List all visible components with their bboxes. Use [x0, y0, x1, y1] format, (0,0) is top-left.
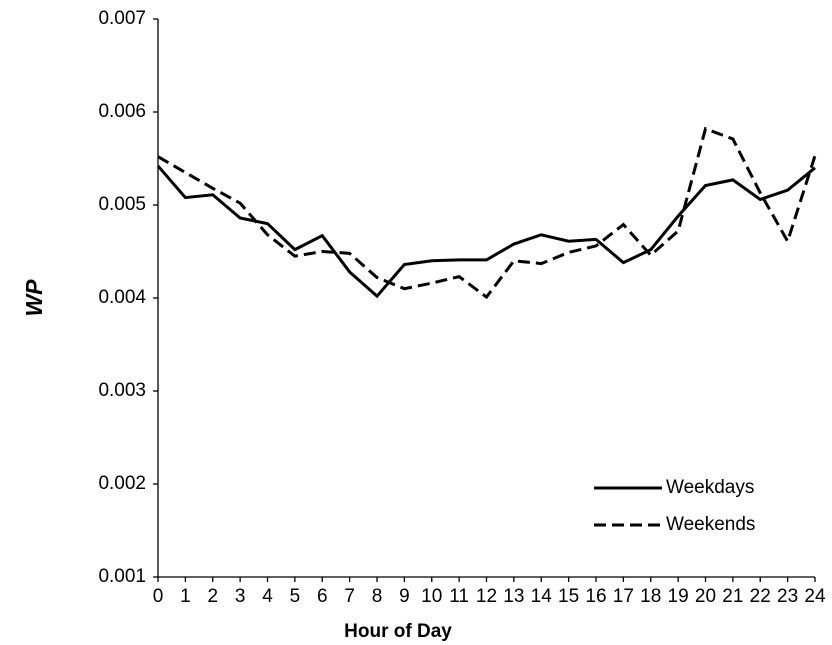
x-tick-label: 12: [476, 586, 497, 607]
y-tick-label: 0.006: [98, 101, 146, 122]
x-tick-label: 17: [613, 586, 634, 607]
x-tick-label: 19: [668, 586, 689, 607]
legend-label: Weekends: [666, 514, 755, 535]
y-axis-label: WP: [21, 279, 47, 317]
x-tick-label: 8: [372, 586, 383, 607]
x-tick-label: 3: [235, 586, 246, 607]
x-tick-label: 14: [531, 586, 553, 607]
y-tick-label: 0.007: [98, 8, 146, 29]
x-tick-label: 0: [153, 586, 164, 607]
x-tick-label: 9: [399, 586, 410, 607]
x-tick-label: 11: [449, 586, 469, 607]
y-tick-label: 0.004: [98, 287, 146, 308]
x-tick-label: 21: [722, 586, 743, 607]
x-tick-label: 15: [558, 586, 579, 607]
x-tick-label: 13: [503, 586, 524, 607]
x-tick-label: 2: [207, 586, 218, 607]
x-tick-label: 7: [344, 586, 355, 607]
legend-label: Weekdays: [666, 477, 754, 498]
series-line: [157, 126, 817, 300]
x-axis-label: Hour of Day: [344, 621, 452, 642]
x-tick-label: 1: [180, 586, 191, 607]
x-tick-label: 22: [750, 586, 771, 607]
y-tick-label: 0.003: [98, 380, 146, 401]
y-tick-label: 0.005: [98, 194, 146, 215]
x-tick-label: 6: [317, 586, 328, 607]
series-line: [156, 164, 816, 299]
x-tick-label: 20: [695, 586, 716, 607]
x-tick-label: 10: [421, 586, 442, 607]
x-tick-label: 4: [262, 586, 273, 607]
y-tick-label: 0.001: [98, 566, 146, 587]
x-tick-label: 23: [777, 586, 798, 607]
x-tick-label: 18: [640, 586, 661, 607]
x-tick-label: 5: [290, 586, 301, 607]
y-tick-label: 0.002: [98, 473, 146, 494]
x-tick-label: 24: [804, 586, 826, 607]
x-tick-label: 16: [585, 586, 606, 607]
